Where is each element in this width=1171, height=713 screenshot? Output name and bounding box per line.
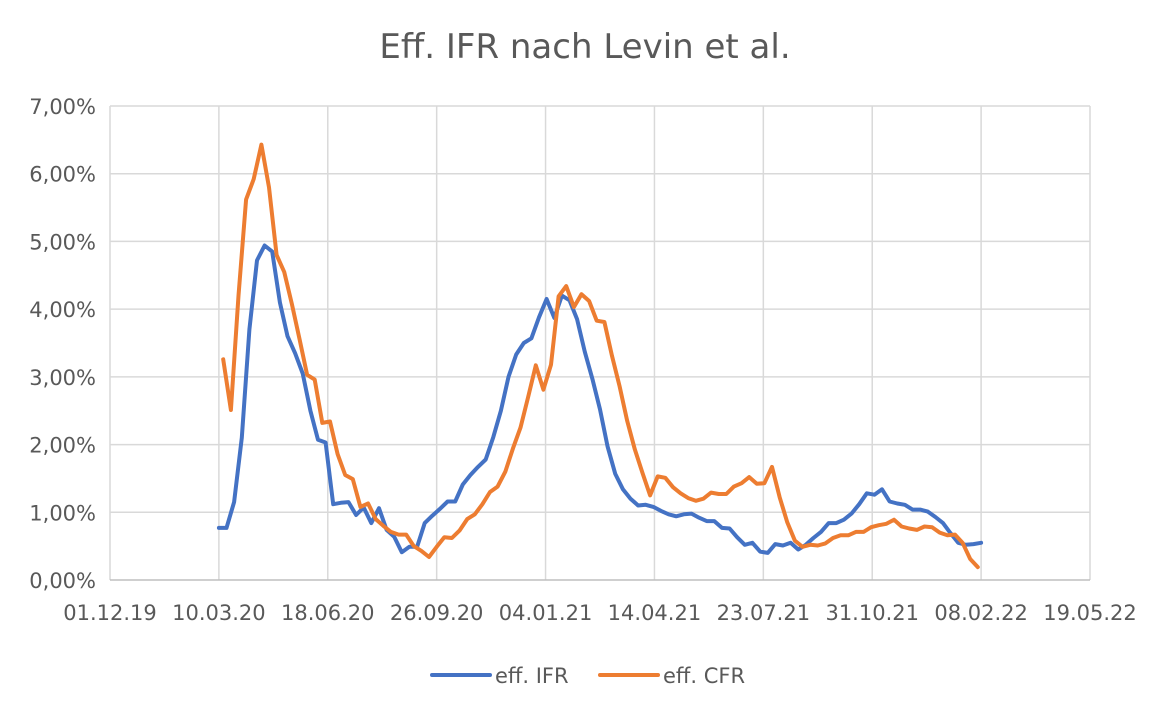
y-tick-label: 2,00% — [29, 434, 96, 458]
x-tick-label: 01.12.19 — [63, 601, 157, 625]
legend: eff. IFR eff. CFR — [430, 664, 745, 688]
chart-title: Eff. IFR nach Levin et al. — [379, 27, 790, 67]
x-tick-label: 19.05.22 — [1043, 601, 1137, 625]
series-line-cfr — [221, 142, 980, 570]
x-tick-label: 23.07.21 — [717, 601, 811, 625]
axis-layer: 0,00% 1,00% 2,00% 3,00% 4,00% 5,00% 6,00% 7,00%… — [29, 95, 1136, 625]
y-tick-label: 7,00% — [29, 95, 96, 119]
y-tick-label: 6,00% — [29, 163, 96, 187]
y-tick-label: 4,00% — [29, 298, 96, 322]
legend-label-ifr: eff. IFR — [495, 664, 569, 688]
series-layer — [216, 142, 984, 570]
series-line-ifr — [216, 243, 984, 555]
x-tick-label: 08.02.22 — [934, 601, 1028, 625]
y-tick-label: 0,00% — [29, 569, 96, 593]
x-tick-label: 26.09.20 — [390, 601, 484, 625]
grid-layer — [109, 105, 1091, 580]
legend-label-cfr: eff. CFR — [663, 664, 745, 688]
x-tick-label: 10.03.20 — [172, 601, 266, 625]
x-tick-label: 31.10.21 — [825, 601, 919, 625]
x-tick-label: 18.06.20 — [281, 601, 375, 625]
x-tick-label: 14.04.21 — [608, 601, 702, 625]
y-tick-label: 1,00% — [29, 501, 96, 525]
x-tick-label: 04.01.21 — [499, 601, 593, 625]
y-tick-label: 3,00% — [29, 366, 96, 390]
y-tick-label: 5,00% — [29, 230, 96, 254]
